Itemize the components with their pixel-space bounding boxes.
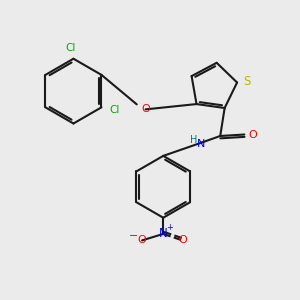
Text: +: +	[166, 223, 173, 232]
Text: Cl: Cl	[65, 44, 76, 53]
Text: O: O	[141, 104, 150, 114]
Text: −: −	[128, 231, 138, 241]
Text: O: O	[249, 130, 258, 140]
Text: S: S	[243, 74, 250, 88]
Text: O: O	[178, 236, 187, 245]
Text: N: N	[159, 227, 168, 240]
Text: H: H	[190, 134, 198, 145]
Text: Cl: Cl	[110, 105, 120, 115]
Text: O: O	[138, 236, 146, 245]
Text: N: N	[197, 139, 206, 149]
